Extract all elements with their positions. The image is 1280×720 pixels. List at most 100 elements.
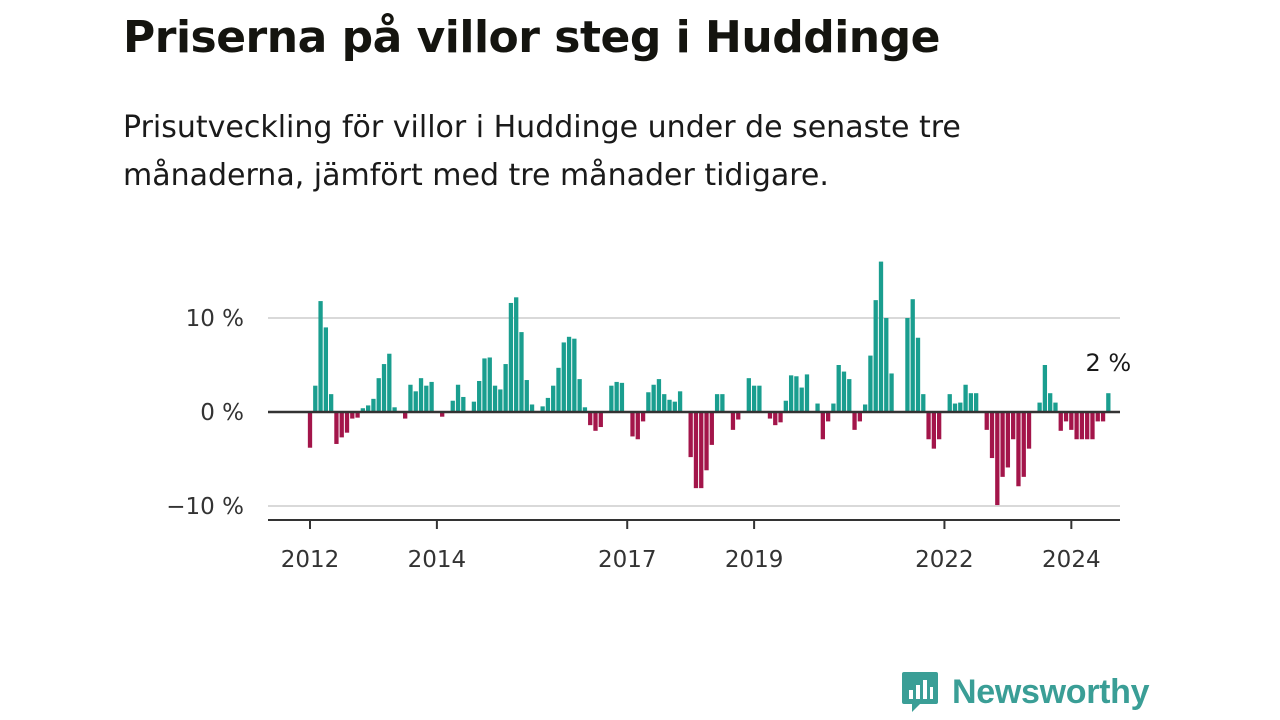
bar xyxy=(778,412,783,423)
bar xyxy=(471,401,477,412)
bar xyxy=(889,373,894,412)
bar xyxy=(788,375,794,412)
bar xyxy=(561,342,566,412)
bar xyxy=(482,358,487,412)
bar xyxy=(952,403,958,412)
bar xyxy=(825,412,831,422)
bar xyxy=(831,403,836,412)
bar xyxy=(551,385,556,412)
bar xyxy=(514,297,519,412)
bar xyxy=(1085,412,1090,440)
bar xyxy=(582,407,588,412)
bar xyxy=(556,367,561,412)
bar xyxy=(503,364,508,412)
chart-subtitle: Prisutveckling för villor i Huddinge und… xyxy=(123,110,961,193)
bar xyxy=(540,406,545,412)
bar xyxy=(857,412,862,422)
bar xyxy=(350,412,355,419)
bar xyxy=(1016,412,1021,487)
bar xyxy=(339,412,344,438)
axes xyxy=(268,410,1120,529)
bars xyxy=(307,261,1111,506)
bar xyxy=(646,392,651,412)
bar xyxy=(926,412,931,440)
bar xyxy=(366,405,371,412)
bar xyxy=(799,387,804,412)
bar xyxy=(609,385,614,412)
x-tick-label: 2012 xyxy=(281,547,340,573)
bar xyxy=(841,371,847,412)
bar xyxy=(614,381,619,412)
bar xyxy=(852,412,857,430)
bar xyxy=(477,380,482,412)
bar xyxy=(1106,393,1111,412)
bar xyxy=(1026,412,1032,449)
bar xyxy=(910,299,915,412)
bar xyxy=(619,382,625,412)
bar xyxy=(408,384,413,412)
bar xyxy=(937,412,942,440)
bar xyxy=(1063,412,1069,422)
bar xyxy=(878,261,884,412)
y-tick-label: 10 % xyxy=(186,306,244,332)
bar xyxy=(318,301,323,412)
bar xyxy=(947,394,952,412)
bar xyxy=(662,394,667,412)
bar xyxy=(1011,412,1016,440)
bar xyxy=(656,379,662,412)
bar xyxy=(968,393,974,412)
bar xyxy=(403,412,408,419)
x-tick-label: 2019 xyxy=(725,547,784,573)
bar xyxy=(381,364,387,412)
bar xyxy=(1021,412,1026,477)
bar xyxy=(751,385,757,412)
bar xyxy=(635,412,640,440)
bar xyxy=(931,412,937,449)
bar xyxy=(989,412,995,459)
bar xyxy=(773,412,778,426)
bar xyxy=(344,412,350,433)
bar xyxy=(424,385,429,412)
y-tick-label: −10 % xyxy=(166,494,244,520)
bar xyxy=(376,378,381,412)
bar xyxy=(688,412,693,458)
bar xyxy=(1090,412,1095,440)
bar xyxy=(836,365,841,412)
gridlines xyxy=(268,317,1120,507)
bar xyxy=(757,385,762,412)
bar xyxy=(413,391,418,412)
newsworthy-logo[interactable]: Newsworthy xyxy=(900,670,1150,714)
bar xyxy=(640,412,646,422)
bar xyxy=(519,332,524,412)
bar xyxy=(693,412,699,489)
bar xyxy=(915,337,921,412)
bar xyxy=(794,376,799,412)
bar xyxy=(736,412,741,420)
bar xyxy=(974,393,979,412)
bar xyxy=(815,403,820,412)
bar xyxy=(329,394,334,412)
bar xyxy=(804,374,810,412)
bar xyxy=(418,378,424,412)
x-tick-label: 2014 xyxy=(408,547,467,573)
bar xyxy=(709,412,714,445)
bar xyxy=(862,404,868,412)
bar xyxy=(598,412,603,428)
last-value-label: 2 % xyxy=(1085,349,1131,377)
bar xyxy=(1069,412,1074,430)
bar xyxy=(577,379,582,412)
bar xyxy=(714,394,720,412)
bar xyxy=(334,412,339,444)
bar xyxy=(566,336,572,412)
bar xyxy=(1079,412,1085,440)
bar xyxy=(783,400,788,412)
bar xyxy=(958,402,963,412)
bar xyxy=(392,407,397,412)
bar xyxy=(1053,402,1058,412)
bar xyxy=(487,357,492,412)
bar xyxy=(746,378,751,412)
bar xyxy=(767,412,773,419)
bar xyxy=(508,302,514,412)
bar xyxy=(572,338,577,412)
bar xyxy=(593,412,598,431)
